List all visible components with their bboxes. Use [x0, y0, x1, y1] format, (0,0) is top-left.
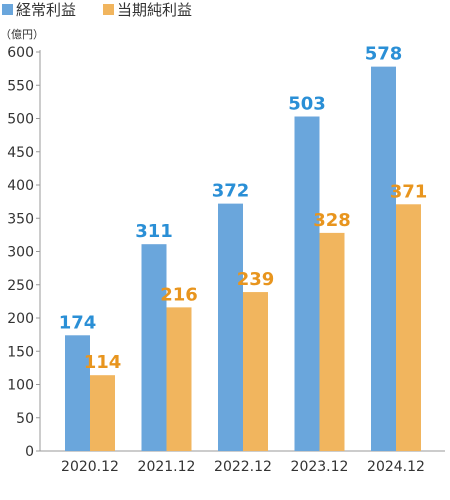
bars — [65, 66, 421, 451]
y-tick-label: 200 — [7, 311, 34, 327]
data-label-ordinary-profit: 578 — [365, 44, 403, 65]
y-tick-label: 450 — [7, 145, 34, 161]
data-label-ordinary-profit: 503 — [288, 94, 326, 115]
y-tick-label: 400 — [7, 178, 34, 194]
y-tick-label: 300 — [7, 245, 34, 261]
y-tick-label: 0 — [25, 444, 34, 460]
legend: 経常利益 当期純利益 — [2, 1, 192, 19]
data-label-ordinary-profit: 311 — [135, 221, 173, 242]
x-axis-categories: 2020.12 2021.12 2022.12 2023.12 2024.12 — [61, 459, 425, 475]
bar-ordinary-profit — [141, 244, 167, 451]
x-category-label: 2021.12 — [138, 459, 196, 475]
bar-ordinary-profit — [65, 335, 90, 451]
bar-net-income — [166, 307, 192, 451]
bar-net-income — [319, 232, 345, 451]
bar-ordinary-profit — [218, 203, 243, 451]
data-label-net-income: 328 — [313, 210, 351, 231]
y-tick-label: 50 — [16, 411, 34, 427]
bar-net-income — [396, 204, 421, 451]
data-label-net-income: 114 — [84, 352, 122, 373]
legend-label-ordinary-profit: 経常利益 — [16, 1, 76, 19]
legend-swatch-net-income — [103, 4, 114, 15]
data-label-ordinary-profit: 372 — [212, 181, 250, 202]
x-category-label: 2020.12 — [61, 459, 119, 475]
bar-net-income — [243, 292, 268, 451]
data-label-net-income: 371 — [390, 181, 428, 202]
y-tick-label: 550 — [7, 78, 34, 94]
data-label-ordinary-profit: 174 — [59, 312, 97, 333]
data-label-net-income: 216 — [160, 284, 198, 305]
bar-ordinary-profit — [294, 116, 320, 451]
y-axis-unit: （億円） — [0, 28, 44, 41]
data-label-net-income: 239 — [237, 269, 275, 290]
x-category-label: 2024.12 — [367, 459, 425, 475]
bar-ordinary-profit — [371, 66, 396, 451]
y-tick-label: 150 — [7, 344, 34, 360]
y-tick-label: 250 — [7, 278, 34, 294]
y-tick-label: 350 — [7, 211, 34, 227]
bar-net-income — [90, 375, 115, 451]
x-category-label: 2022.12 — [214, 459, 272, 475]
y-tick-label: 600 — [7, 45, 34, 61]
legend-swatch-ordinary-profit — [2, 4, 13, 15]
data-labels: 174 114 311 216 372 239 503 328 578 371 — [59, 44, 428, 374]
y-tick-label: 100 — [7, 378, 34, 394]
y-axis-ticks: 0 50 100 150 200 250 300 350 400 450 500 550 600 — [7, 45, 40, 460]
x-category-label: 2023.12 — [291, 459, 349, 475]
legend-label-net-income: 当期純利益 — [117, 1, 192, 19]
y-tick-label: 500 — [7, 112, 34, 128]
